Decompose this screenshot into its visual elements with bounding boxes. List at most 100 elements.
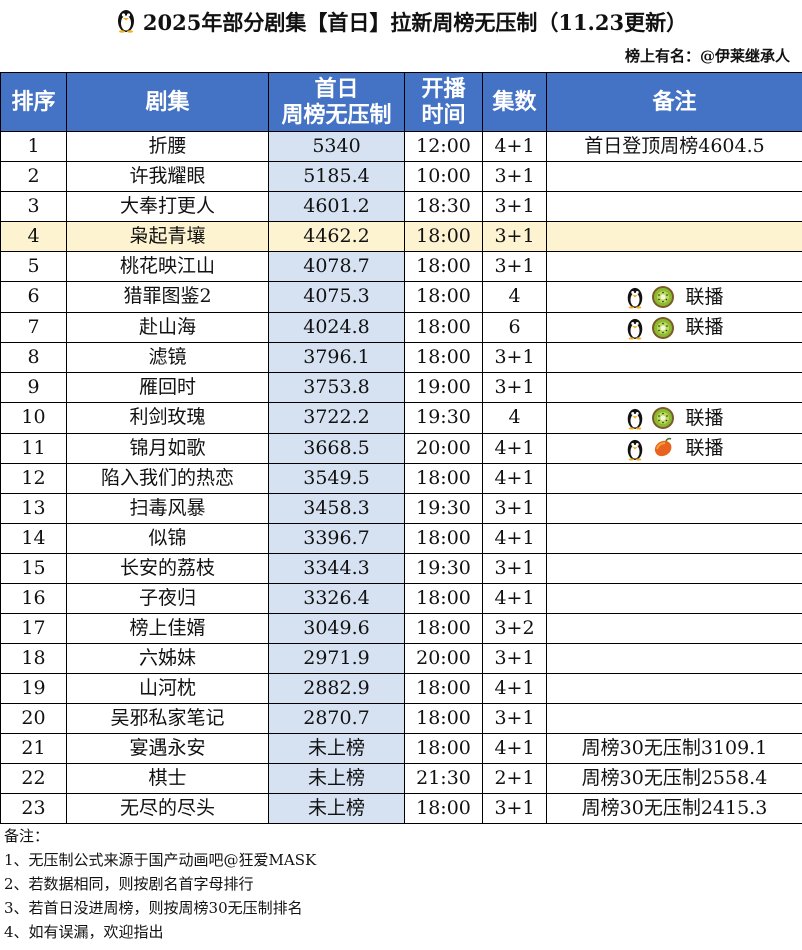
note-text: 联播	[685, 404, 723, 433]
note-cell	[547, 584, 802, 614]
drama-cell: 锦月如歌	[67, 433, 269, 464]
score-cell: 4601.2	[269, 192, 405, 222]
header-score-line1: 首日	[269, 76, 404, 102]
rank-cell: 17	[1, 614, 67, 644]
rank-cell: 8	[1, 343, 67, 373]
episodes-cell: 4	[483, 403, 547, 434]
header-time-line1: 开播	[405, 76, 482, 102]
title-text: 2025年部分剧集【首日】拉新周榜无压制（11.23更新）	[143, 10, 687, 35]
note-cell	[547, 704, 802, 734]
drama-cell: 宴遇永安	[67, 734, 269, 764]
drama-cell: 棋士	[67, 764, 269, 794]
score-cell: 4075.3	[269, 282, 405, 313]
header-rank: 排序	[1, 73, 67, 132]
drama-cell: 子夜归	[67, 584, 269, 614]
time-cell: 18:00	[405, 734, 483, 764]
time-cell: 18:00	[405, 252, 483, 282]
footnote-line: 3、若首日没进周榜，则按周榜30无压制排名	[0, 896, 802, 920]
time-cell: 18:00	[405, 282, 483, 313]
note-text: 周榜30无压制2415.3	[582, 797, 768, 819]
time-cell: 18:00	[405, 222, 483, 252]
platform-icons: 联播	[625, 404, 723, 433]
score-cell: 4462.2	[269, 222, 405, 252]
rank-cell: 15	[1, 554, 67, 584]
note-cell: 联播	[547, 433, 802, 464]
drama-cell: 利剑玫瑰	[67, 403, 269, 434]
episodes-cell: 3+1	[483, 252, 547, 282]
kiwi-icon	[651, 316, 675, 340]
note-text: 周榜30无压制3109.1	[582, 737, 768, 759]
score-cell: 3549.5	[269, 464, 405, 494]
episodes-cell: 3+1	[483, 373, 547, 403]
drama-cell: 许我耀眼	[67, 162, 269, 192]
rank-cell: 5	[1, 252, 67, 282]
rank-cell: 9	[1, 373, 67, 403]
drama-cell: 榜上佳婿	[67, 614, 269, 644]
episodes-cell: 3+1	[483, 222, 547, 252]
note-cell	[547, 222, 802, 252]
time-cell: 20:00	[405, 644, 483, 674]
score-cell: 3796.1	[269, 343, 405, 373]
score-cell: 2870.7	[269, 704, 405, 734]
note-text: 联播	[685, 283, 723, 312]
score-cell: 3326.4	[269, 584, 405, 614]
score-cell: 2971.9	[269, 644, 405, 674]
rank-cell: 7	[1, 312, 67, 343]
note-cell	[547, 614, 802, 644]
rank-cell: 18	[1, 644, 67, 674]
time-cell: 18:00	[405, 794, 483, 824]
footnote-line: 4、如有误漏，欢迎指出	[0, 920, 802, 944]
rank-cell: 21	[1, 734, 67, 764]
episodes-cell: 4	[483, 282, 547, 313]
header-drama: 剧集	[67, 73, 269, 132]
time-cell: 18:00	[405, 464, 483, 494]
time-cell: 19:30	[405, 494, 483, 524]
episodes-cell: 3+1	[483, 192, 547, 222]
rank-cell: 6	[1, 282, 67, 313]
drama-cell: 大奉打更人	[67, 192, 269, 222]
episodes-cell: 2+1	[483, 764, 547, 794]
rank-cell: 20	[1, 704, 67, 734]
drama-cell: 山河枕	[67, 674, 269, 704]
drama-cell: 滤镜	[67, 343, 269, 373]
footnote-line: 1、无压制公式来源于国产动画吧@狂爱MASK	[0, 848, 802, 872]
note-cell	[547, 674, 802, 704]
note-cell	[547, 343, 802, 373]
score-cell: 3722.2	[269, 403, 405, 434]
footnote-heading: 备注：	[0, 824, 802, 848]
time-cell: 18:00	[405, 524, 483, 554]
time-cell: 18:00	[405, 584, 483, 614]
episodes-cell: 3+1	[483, 554, 547, 584]
drama-cell: 长安的荔枝	[67, 554, 269, 584]
drama-cell: 陷入我们的热恋	[67, 464, 269, 494]
note-text: 联播	[685, 313, 723, 342]
note-cell: 周榜30无压制2558.4	[547, 764, 802, 794]
episodes-cell: 3+1	[483, 794, 547, 824]
rank-cell: 14	[1, 524, 67, 554]
header-score: 首日 周榜无压制	[269, 73, 405, 132]
note-cell: 联播	[547, 312, 802, 343]
episodes-cell: 3+1	[483, 343, 547, 373]
score-cell: 4078.7	[269, 252, 405, 282]
score-cell: 2882.9	[269, 674, 405, 704]
note-cell	[547, 644, 802, 674]
drama-cell: 赴山海	[67, 312, 269, 343]
episodes-cell: 3+1	[483, 162, 547, 192]
episodes-cell: 4+1	[483, 524, 547, 554]
time-cell: 18:00	[405, 704, 483, 734]
note-cell	[547, 524, 802, 554]
header-score-line2: 周榜无压制	[269, 102, 404, 128]
score-cell: 3753.8	[269, 373, 405, 403]
time-cell: 10:00	[405, 162, 483, 192]
